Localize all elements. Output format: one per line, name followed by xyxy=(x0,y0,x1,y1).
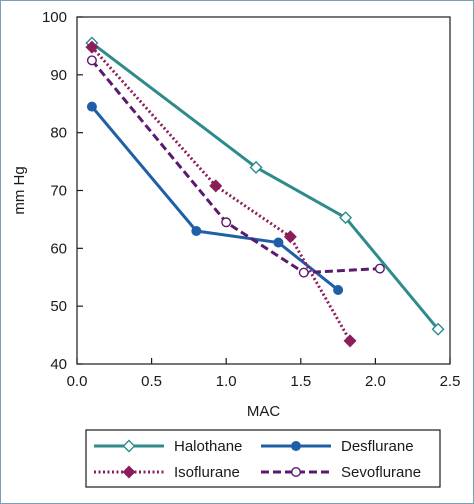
legend-halothane-marker xyxy=(122,439,136,453)
halothane-marker xyxy=(431,322,445,336)
desflurane-line xyxy=(90,105,340,292)
legend-isoflurane-marker xyxy=(122,465,136,479)
series-isoflurane xyxy=(85,40,357,348)
legend-label-desflurane: Desflurane xyxy=(341,438,414,455)
x-tick-label: 1.5 xyxy=(290,373,311,390)
desflurane-marker xyxy=(86,101,97,112)
legend-label-sevoflurane: Sevoflurane xyxy=(341,464,421,481)
series-desflurane xyxy=(86,101,344,295)
series-halothane xyxy=(85,36,445,336)
series-layer xyxy=(85,36,445,348)
legend-desflurane-marker xyxy=(291,441,302,452)
legend-item-desflurane: Desflurane xyxy=(261,438,414,455)
legend-item-sevoflurane: Sevoflurane xyxy=(261,464,421,481)
desflurane-marker xyxy=(191,225,202,236)
y-tick-label: 90 xyxy=(50,67,67,84)
legend-item-halothane: Halothane xyxy=(94,438,242,455)
x-tick-label: 2.0 xyxy=(365,373,386,390)
desflurane-marker xyxy=(273,237,284,248)
series-sevoflurane xyxy=(86,55,385,278)
halothane-line xyxy=(91,41,440,331)
x-tick-label: 0.0 xyxy=(67,373,88,390)
isoflurane-marker xyxy=(85,40,99,54)
sevoflurane-marker xyxy=(374,263,385,274)
legend-item-isoflurane: Isoflurane xyxy=(94,464,240,481)
y-tick-label: 60 xyxy=(50,240,67,257)
y-axis-ticks: 40 50 60 70 80 90 100 xyxy=(42,9,83,373)
x-tick-label: 0.5 xyxy=(141,373,162,390)
y-tick-label: 70 xyxy=(50,183,67,200)
legend-label-halothane: Halothane xyxy=(174,438,242,455)
isoflurane-line xyxy=(90,46,352,342)
x-axis-ticks: 0.0 0.5 1.0 1.5 2.0 2.5 xyxy=(67,358,461,390)
x-tick-label: 1.0 xyxy=(216,373,237,390)
legend-box xyxy=(85,429,441,488)
axes xyxy=(76,16,451,365)
sevoflurane-marker xyxy=(221,217,232,228)
halothane-marker xyxy=(249,160,263,174)
x-axis-title: MAC xyxy=(247,403,281,420)
isoflurane-marker xyxy=(343,334,357,348)
legend-label-isoflurane: Isoflurane xyxy=(174,464,240,481)
desflurane-marker xyxy=(333,284,344,295)
sevoflurane-marker xyxy=(86,55,97,66)
halothane-marker xyxy=(339,211,353,225)
y-axis-title: mm Hg xyxy=(11,166,28,214)
plot-area xyxy=(76,16,451,365)
sevoflurane-marker xyxy=(298,267,309,278)
legend: Halothane Desflurane Isoflurane Sevoflurane xyxy=(85,429,441,488)
isoflurane-marker xyxy=(283,230,297,244)
y-tick-label: 50 xyxy=(50,298,67,315)
y-tick-label: 40 xyxy=(50,356,67,373)
y-tick-label: 80 xyxy=(50,125,67,142)
y-tick-label: 100 xyxy=(42,9,67,26)
legend-sevoflurane-marker xyxy=(291,467,302,478)
sevoflurane-line xyxy=(90,59,380,275)
x-tick-label: 2.5 xyxy=(440,373,461,390)
isoflurane-marker xyxy=(209,179,223,193)
